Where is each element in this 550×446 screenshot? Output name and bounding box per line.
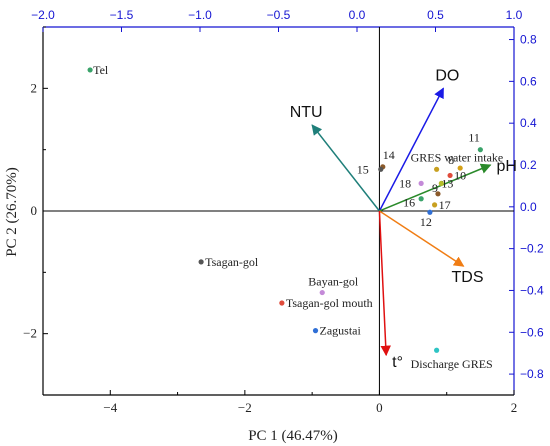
x-axis-title: PC 1 (46.47%) — [248, 428, 338, 444]
score-point-label: 17 — [439, 198, 451, 212]
score-point — [87, 67, 93, 73]
score-point-label: 11 — [468, 131, 480, 145]
left-y-axis: −2 0 2 — [23, 26, 48, 396]
right-tick-label: 0.0 — [520, 200, 537, 214]
top-tick-label: −1.0 — [188, 8, 212, 22]
score-point — [447, 172, 453, 179]
score-point — [432, 202, 438, 208]
score-point-label: 12 — [420, 215, 432, 229]
right-tick-label: −0.6 — [520, 325, 544, 339]
score-point-label: 14 — [383, 148, 395, 162]
right-tick-label: −0.8 — [520, 367, 544, 381]
score-point — [279, 300, 285, 306]
right-tick-label: 0.4 — [520, 116, 537, 130]
score-point-label: 10 — [454, 168, 466, 182]
score-point — [477, 147, 483, 153]
loading-arrow-NTU — [311, 124, 381, 212]
score-point-label: GRES water intake — [411, 150, 504, 164]
loading-label-t: t° — [392, 354, 403, 371]
loading-label-NTU: NTU — [290, 104, 323, 121]
x-tick-label: −4 — [103, 400, 117, 415]
right-y-axis: −0.8 −0.6 −0.4 −0.2 0.0 0.2 0.4 0.6 0.8 — [509, 33, 544, 381]
top-tick-label: −2.0 — [31, 8, 55, 22]
y-axis-title: PC 2 (26.70%) — [4, 167, 20, 257]
y-tick-label: 0 — [31, 203, 38, 218]
score-point — [427, 209, 433, 215]
x-tick-label: −2 — [238, 400, 252, 415]
score-point — [198, 259, 204, 265]
y-tick-label: −2 — [23, 326, 37, 341]
loading-label-TDS: TDS — [452, 269, 484, 286]
score-points: Tel Tsagan-gol Bayan-gol Tsagan-gol mouth Za… — [87, 63, 504, 371]
loading-label-DO: DO — [435, 67, 459, 84]
top-tick-label: −1.5 — [110, 8, 134, 22]
score-point-label: 9 — [432, 181, 438, 195]
score-point-label: 13 — [441, 176, 453, 190]
top-x-axis: −2.0 −1.5 −1.0 −0.5 0.0 0.5 1.0 — [31, 8, 523, 32]
score-point — [434, 166, 440, 172]
score-point — [438, 180, 444, 186]
loading-arrow-t — [378, 210, 391, 357]
loading-vectors: DO NTU pH TDS t° — [290, 67, 517, 371]
x-tick-label: 2 — [511, 400, 518, 415]
score-point-label: 16 — [403, 196, 415, 210]
right-tick-label: −0.4 — [520, 283, 544, 297]
right-tick-label: 0.2 — [520, 158, 537, 172]
score-point — [312, 328, 319, 334]
score-point — [435, 191, 441, 197]
score-point — [319, 289, 325, 296]
loading-arrow-pH — [379, 163, 492, 212]
score-point-label: Tsagan-gol mouth — [286, 296, 373, 310]
top-tick-label: 1.0 — [506, 8, 523, 22]
score-point-label: Bayan-gol — [308, 275, 359, 289]
score-point — [457, 165, 463, 171]
bottom-x-axis: −4 −2 0 2 — [42, 390, 518, 415]
x-tick-label: 0 — [376, 400, 383, 415]
score-point-label: 8 — [448, 153, 454, 167]
score-point-label: 18 — [399, 176, 411, 190]
score-point-label: 15 — [357, 162, 369, 176]
score-point — [418, 180, 424, 186]
right-tick-label: −0.2 — [520, 242, 544, 256]
score-point — [418, 196, 424, 202]
top-tick-label: 0.5 — [427, 8, 444, 22]
loading-arrow-TDS — [379, 210, 465, 267]
score-point-label: Discharge GRES — [411, 357, 493, 371]
score-point-label: Tsagan-gol — [205, 255, 259, 269]
loading-arrow-DO — [378, 87, 445, 212]
loading-label-pH: pH — [496, 158, 516, 175]
right-tick-label: 0.8 — [520, 33, 537, 47]
top-tick-label: −0.5 — [267, 8, 291, 22]
right-tick-label: 0.6 — [520, 74, 537, 88]
score-point — [434, 347, 440, 353]
score-point — [378, 166, 384, 172]
score-point-label: Tel — [93, 63, 109, 77]
y-tick-label: 2 — [31, 80, 38, 95]
score-point-label: Zagustai — [320, 324, 362, 338]
top-tick-label: 0.0 — [349, 8, 366, 22]
